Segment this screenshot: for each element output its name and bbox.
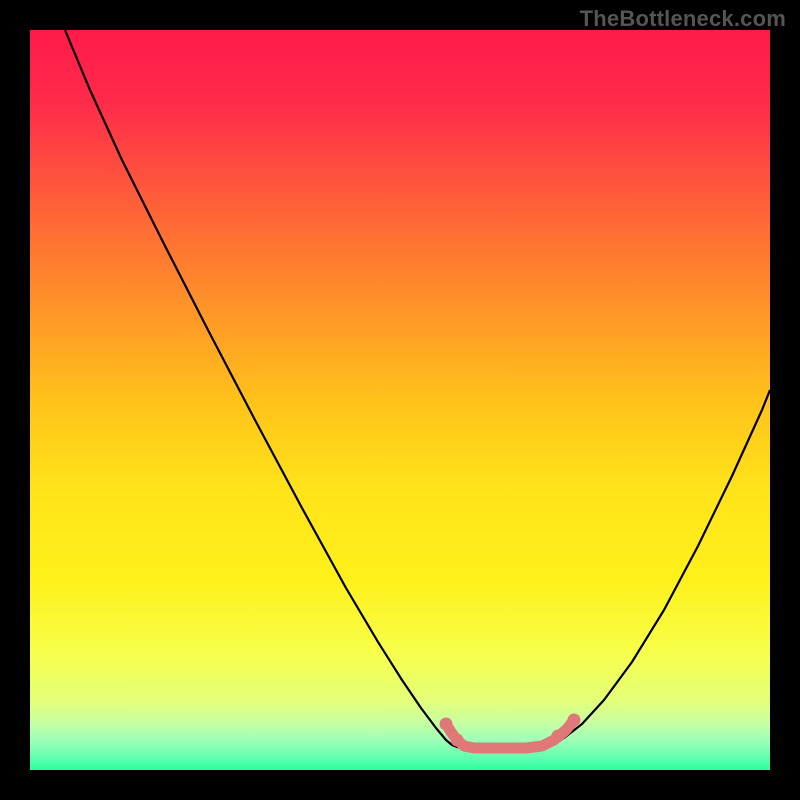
optimal-range-dot [451,734,464,747]
gradient-background [30,30,770,770]
watermark-text: TheBottleneck.com [580,6,786,32]
optimal-range-dot [552,730,565,743]
plot-area [30,30,770,770]
chart-svg [30,30,770,770]
chart-frame: TheBottleneck.com [0,0,800,800]
optimal-range-dot [440,718,453,731]
optimal-range-dot [568,714,581,727]
